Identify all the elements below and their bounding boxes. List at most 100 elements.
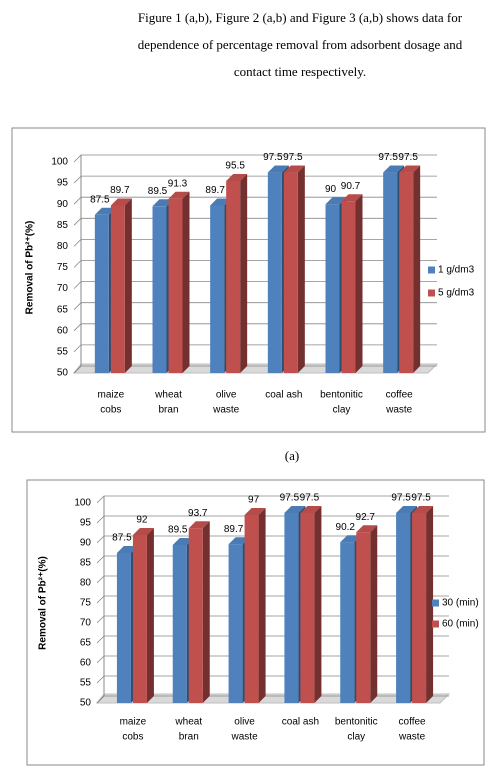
value-label: 89.7 [110,185,130,196]
text-line: dependence of percentage removal from ad… [137,37,463,52]
bar [267,172,282,373]
y-tick-label: 85 [80,558,92,569]
y-tick-label: 100 [51,157,68,168]
y-tick-label: 100 [74,498,91,509]
bar [94,214,109,373]
value-label: 90 [325,184,337,195]
text-line: contact time respectively. [233,64,367,79]
y-tick-label: 50 [57,368,69,379]
value-label: 89.7 [205,185,225,196]
bar-side [426,506,434,703]
bar [325,204,340,373]
x-tick-label: bentonitic [335,717,378,728]
y-tick-label: 85 [57,220,69,231]
bar [284,513,299,703]
grid-line [96,555,449,564]
y-tick-label: 60 [57,325,69,336]
x-tick-label: clay [333,405,351,416]
grid-line [96,575,449,584]
bar-side [314,506,322,703]
x-tick-label: coffee [399,717,426,728]
bar-side [182,191,190,373]
value-label: 92 [136,515,148,526]
legend-label: 1 g/dm3 [438,265,475,276]
bar-side [297,165,305,373]
value-label: 97.5 [398,152,418,163]
x-tick-label: bran [179,732,199,743]
value-label: 90.7 [341,181,361,192]
bar [210,205,225,373]
x-tick-label: coffee [386,390,413,401]
value-label: 97.5 [300,493,320,504]
legend-swatch [428,289,435,297]
x-tick-label: bran [158,405,178,416]
y-tick-label: 65 [80,638,92,649]
y-tick-label: 60 [80,658,92,669]
value-label: 89.5 [168,525,188,536]
bar [244,515,259,703]
grid-line [73,260,437,268]
y-tick-label: 55 [57,347,69,358]
value-label: 93.7 [188,508,208,519]
value-label: 95.5 [225,161,245,172]
bar [396,513,411,703]
x-tick-label: waste [231,732,259,743]
grid-line [96,595,449,604]
grid-line [73,323,437,332]
value-label: 91.3 [168,178,188,189]
x-tick-label: maize [120,717,147,728]
bar-side [146,528,154,703]
grid-line [96,655,449,664]
bar [399,172,414,373]
x-tick-label: bentonitic [320,390,363,401]
x-tick-label: waste [212,405,240,416]
y-tick-label: 80 [80,578,92,589]
y-tick-label: 90 [80,538,92,549]
value-label: 89.5 [148,186,168,197]
bar [412,513,427,703]
text-line: Figure 1 (a,b), Figure 2 (a,b) and Figur… [137,10,463,25]
value-label: 89.7 [224,524,244,535]
legend-swatch [428,266,435,274]
x-tick-label: olive [216,390,237,401]
bar [226,180,241,373]
x-tick-label: wheat [174,717,202,728]
bar [356,532,371,703]
y-tick-label: 65 [57,304,69,315]
bar-side [124,198,132,373]
grid-line [96,695,449,704]
grid-line [73,365,437,374]
legend-swatch [432,620,439,628]
bar-side [202,521,210,703]
value-label: 87.5 [112,533,132,544]
grid-line [73,175,437,184]
y-axis-label: Removal of Pb²⁺(%) [38,556,49,650]
y-tick-label: 95 [57,178,69,189]
legend-label: 30 (min) [442,598,479,609]
x-tick-label: maize [97,390,124,401]
legend-swatch [432,599,439,607]
bar [132,535,147,703]
legend-label: 60 (min) [442,619,479,630]
y-tick-label: 80 [57,241,69,252]
grid-line [96,515,449,524]
x-tick-label: olive [234,717,255,728]
grid-line [73,154,437,163]
bar [172,545,187,703]
grid-line [73,238,437,247]
bar-top [110,198,132,206]
grid-line [96,675,449,684]
caption: (a) [284,448,300,463]
grid-line [96,535,449,544]
x-tick-label: coal ash [282,717,319,728]
bar [300,513,315,703]
y-axis-label: Removal of Pb²⁺(%) [25,221,36,315]
chart: 50 55 60 65 70 75 80 85 90 95 100 Removal of Pb²⁺(%… [11,127,486,433]
grid-line [73,344,437,353]
bar [341,201,356,373]
value-label: 97.5 [263,152,283,163]
y-tick-label: 75 [57,262,69,273]
bar [168,198,183,373]
